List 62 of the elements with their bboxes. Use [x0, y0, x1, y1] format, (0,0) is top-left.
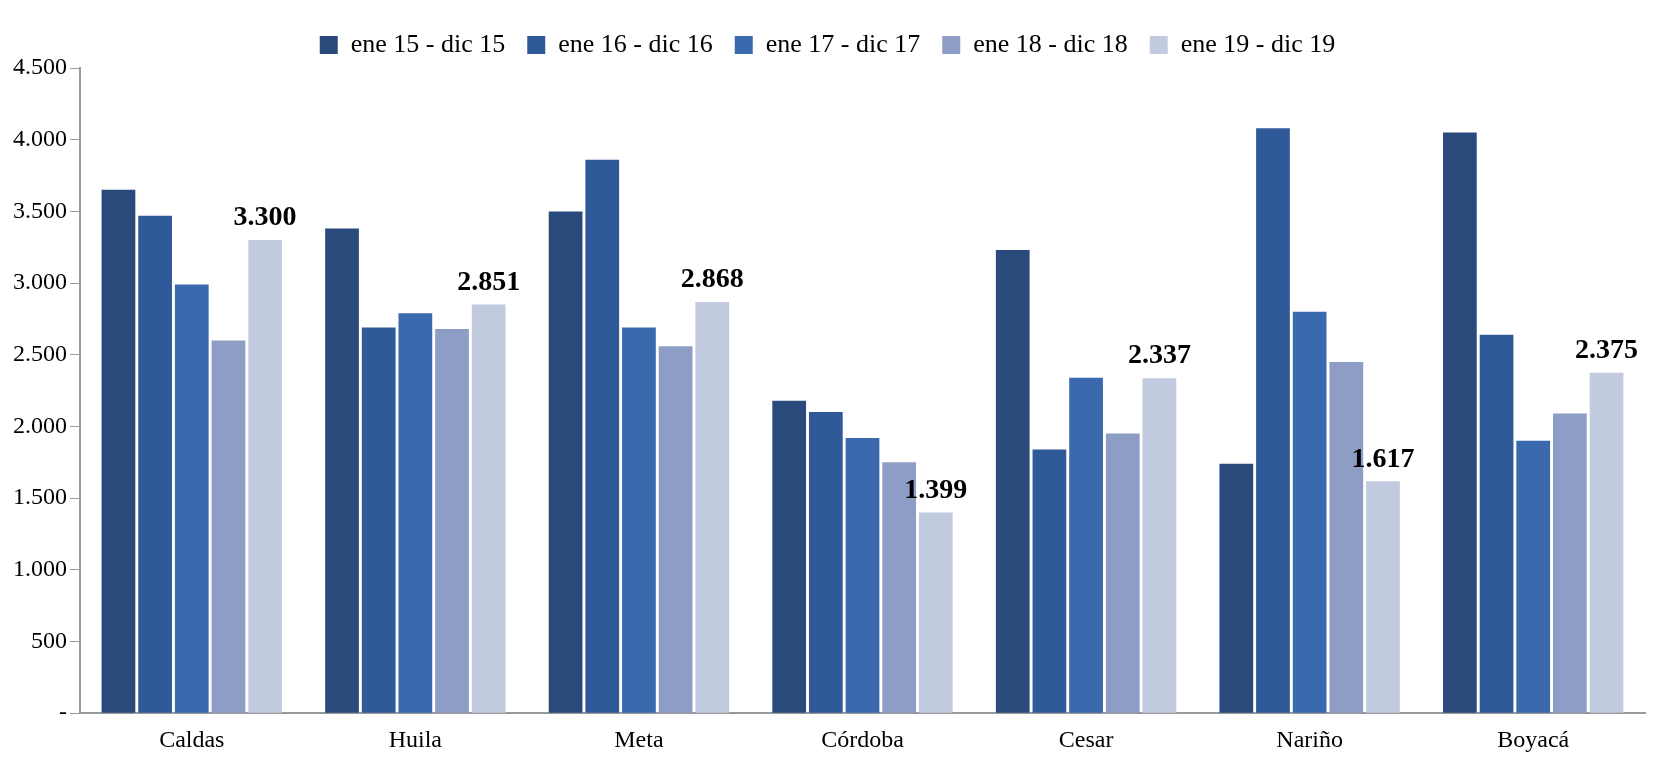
- y-tick-label: 2.500: [13, 340, 67, 367]
- y-tick-label: 1.000: [13, 555, 67, 582]
- legend-label: ene 18 - dic 18: [973, 28, 1128, 58]
- x-tick-label: Cesar: [1058, 725, 1114, 752]
- bar: [658, 346, 693, 713]
- data-label: 2.851: [457, 264, 521, 296]
- x-tick-label: Boyacá: [1497, 725, 1570, 752]
- bar: [325, 228, 359, 713]
- bar: [1032, 449, 1067, 713]
- y-tick-label: 500: [31, 626, 67, 653]
- bar: [101, 189, 136, 713]
- bar: [585, 159, 620, 713]
- bar: [918, 512, 953, 713]
- bar: [1589, 372, 1624, 713]
- bar: [471, 304, 506, 713]
- bar: [995, 250, 1030, 713]
- data-label: 2.868: [680, 262, 744, 294]
- bar: [138, 215, 172, 713]
- bar: [1292, 311, 1327, 713]
- bar: [548, 211, 583, 713]
- data-label: 1.617: [1351, 441, 1415, 473]
- y-tick-label: -: [59, 698, 67, 725]
- x-tick-label: Córdoba: [821, 725, 905, 752]
- x-tick-label: Nariño: [1276, 725, 1343, 752]
- bar: [1443, 132, 1477, 713]
- y-tick-label: 3.500: [13, 196, 67, 223]
- bar: [1553, 413, 1587, 713]
- bar: [845, 437, 880, 713]
- bar: [1516, 440, 1551, 713]
- data-label: 3.300: [233, 200, 297, 232]
- x-tick-label: Meta: [614, 725, 664, 752]
- bar: [361, 327, 396, 713]
- legend-label: ene 19 - dic 19: [1180, 28, 1336, 58]
- bar: [435, 328, 469, 713]
- bar: [622, 327, 656, 713]
- x-tick-label: Huila: [388, 725, 443, 752]
- bar: [398, 313, 433, 713]
- bar: [808, 412, 843, 713]
- data-label: 2.337: [1127, 338, 1191, 370]
- x-tick-label: Caldas: [159, 725, 225, 752]
- bar: [695, 301, 730, 713]
- bar: [772, 400, 807, 713]
- legend-label: ene 17 - dic 17: [765, 28, 921, 58]
- y-tick-label: 4.000: [13, 124, 67, 151]
- bar: [174, 284, 209, 713]
- bar: [1219, 463, 1254, 713]
- bar: [211, 340, 246, 713]
- legend-label: ene 16 - dic 16: [558, 28, 713, 58]
- data-label: 2.375: [1575, 332, 1639, 364]
- bar: [1142, 378, 1177, 713]
- data-label: 1.399: [904, 472, 968, 504]
- y-tick-label: 4.500: [13, 53, 67, 80]
- bar: [1256, 128, 1290, 713]
- bar: [1069, 377, 1103, 713]
- bar: [248, 240, 282, 713]
- bar: [1366, 481, 1400, 713]
- y-tick-label: 2.000: [13, 411, 67, 438]
- y-tick-label: 3.000: [13, 268, 67, 295]
- legend-label: ene 15 - dic 15: [350, 28, 506, 58]
- bar: [1479, 334, 1514, 713]
- bar: [1105, 433, 1140, 713]
- y-tick-label: 1.500: [13, 483, 67, 510]
